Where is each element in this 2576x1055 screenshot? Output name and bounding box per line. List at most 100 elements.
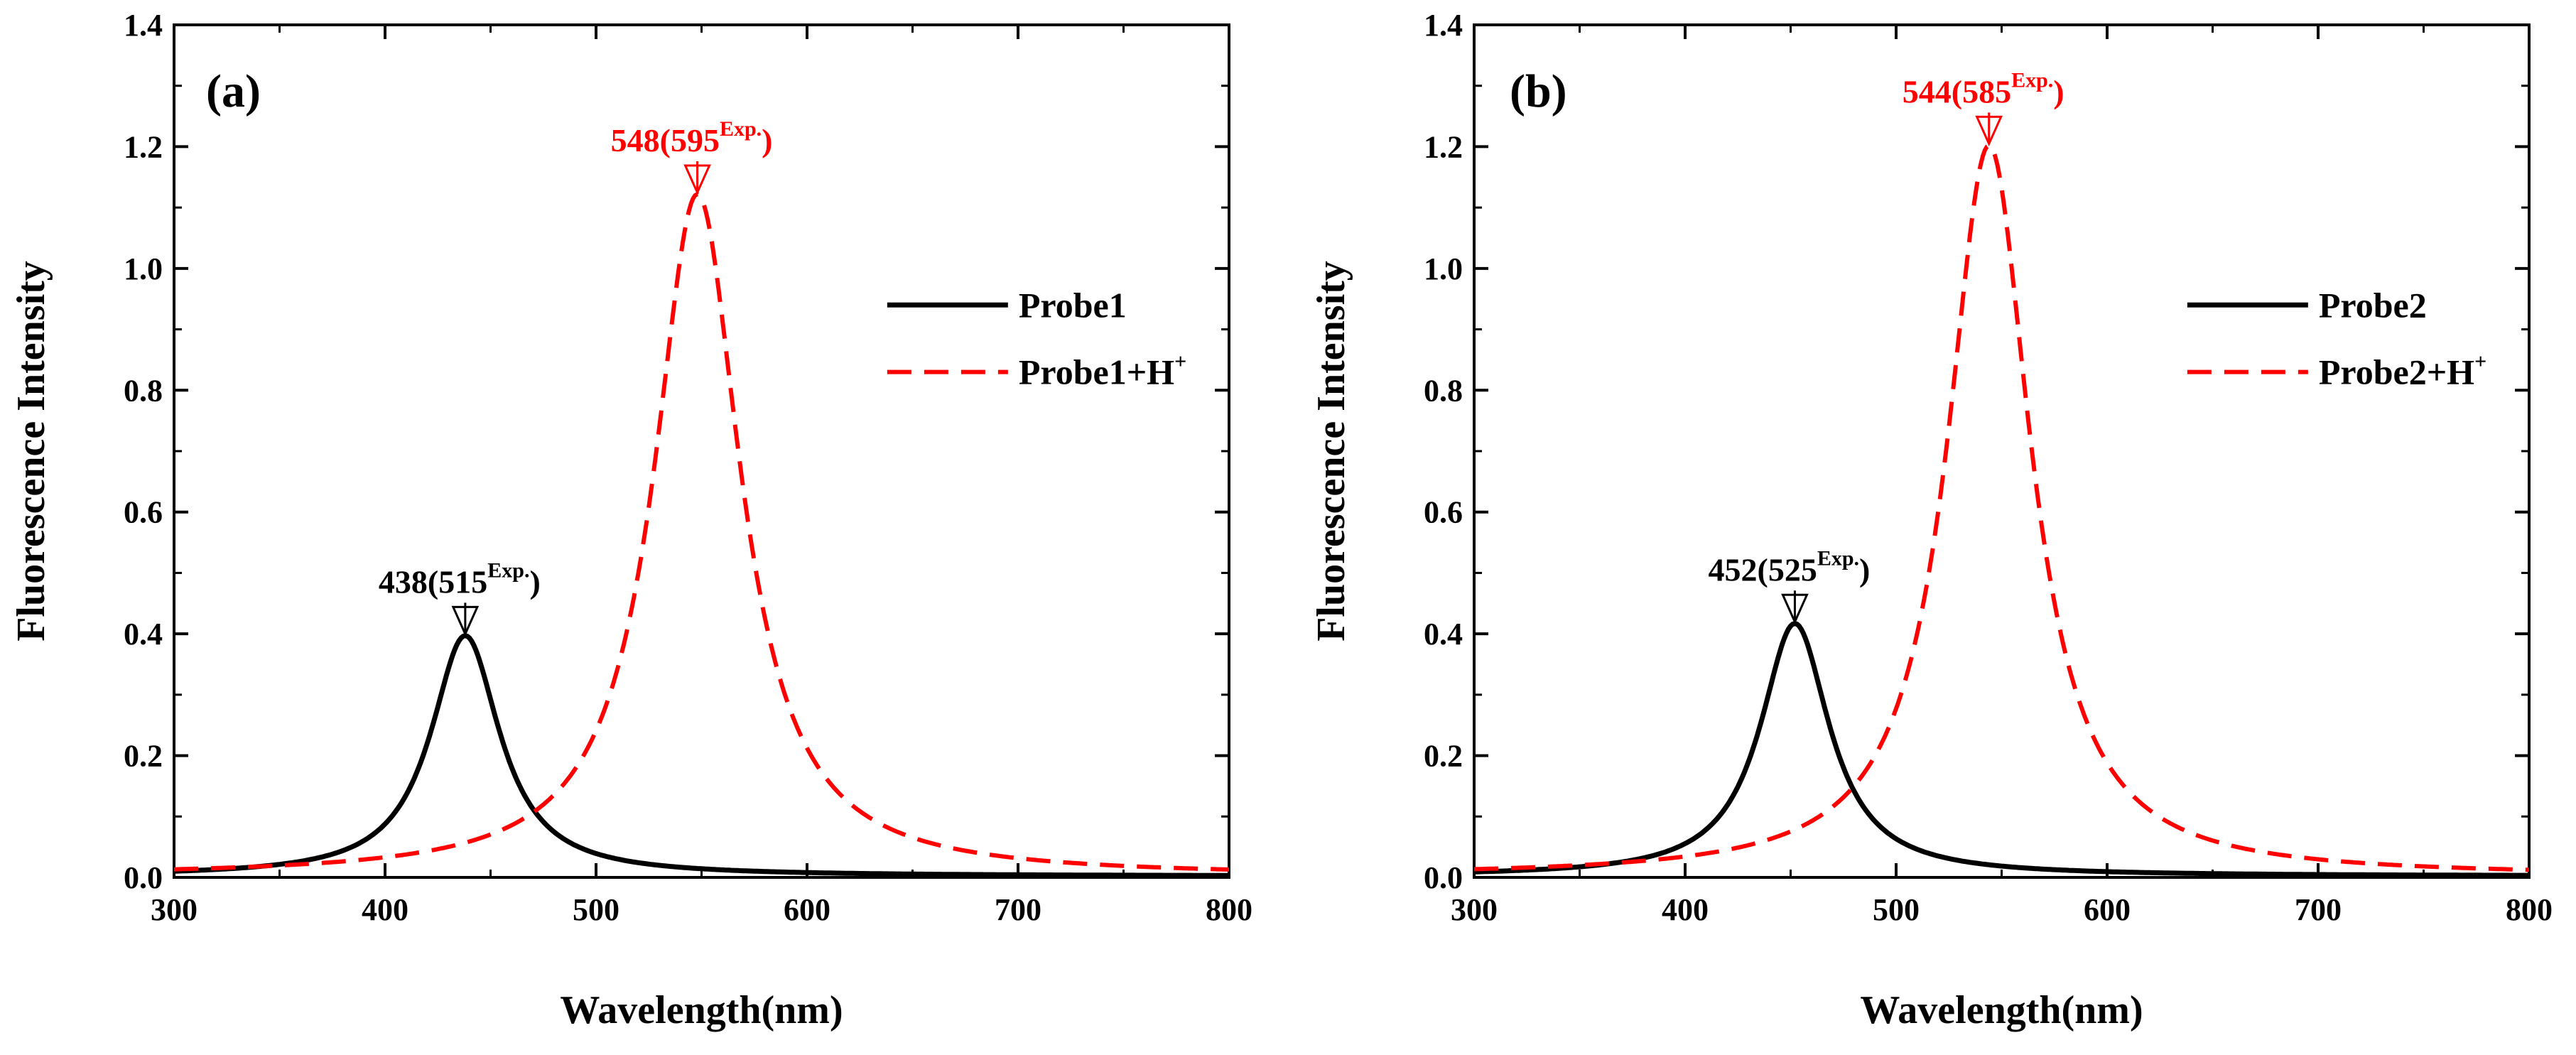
legend-label-sup: + (2474, 350, 2486, 374)
data-point (1017, 873, 1019, 876)
data-point (806, 747, 808, 750)
data-point (2528, 871, 2531, 874)
x-tick-label: 300 (1451, 892, 1498, 927)
data-point (2148, 809, 2150, 812)
y-tick-label: 0.4 (124, 617, 163, 651)
peak-label: 452(525Exp.) (1709, 546, 1871, 588)
peak-label-sup: Exp. (1817, 546, 1859, 570)
y-tick-label: 0.4 (1424, 617, 1463, 651)
data-point (1122, 867, 1125, 870)
data-point (2317, 862, 2320, 865)
peak-label-close: ) (1859, 551, 1870, 588)
series-line-probe2 (1473, 621, 2530, 878)
data-point (2064, 628, 2067, 631)
data-point (637, 864, 639, 867)
peak-label-main: 452(525 (1709, 551, 1817, 588)
legend-label-main: Probe2+H (2319, 352, 2474, 392)
x-tick-label: 700 (2295, 892, 2342, 927)
data-point (616, 669, 619, 672)
data-point (679, 255, 682, 258)
x-tick-label: 400 (362, 892, 408, 927)
data-point (573, 850, 576, 853)
peak-label-close: ) (2053, 73, 2064, 109)
y-tick-label: 0.0 (1424, 860, 1463, 895)
data-point (1642, 865, 1645, 868)
series-line-probe1 (173, 633, 1230, 878)
legend-label-main: Probe2 (2319, 285, 2427, 325)
data-point (911, 839, 914, 842)
y-tick-label: 1.2 (124, 129, 163, 164)
legend-label: Probe2 (2319, 285, 2427, 325)
data-point (1017, 857, 1019, 860)
peak-label-sup: Exp. (2011, 68, 2053, 92)
legend-label-main: Probe1 (1019, 285, 1127, 325)
data-point (1831, 809, 1834, 812)
y-axis-label: Fluorescence Intensity (1309, 261, 1353, 642)
data-point (489, 835, 492, 838)
x-tick-label: 500 (573, 892, 619, 927)
y-axis-label: Fluorescence Intensity (9, 261, 53, 642)
y-tick-label: 0.2 (124, 739, 163, 774)
data-point (2106, 754, 2109, 757)
peak-label-main: 548(595 (611, 122, 720, 158)
data-point (2064, 870, 2067, 872)
data-point (342, 866, 345, 869)
peak-label-main: 544(585 (1903, 73, 2011, 109)
data-point (173, 871, 175, 874)
data-point (2017, 330, 2020, 332)
panel-b: 0.0 0.2 0.4 0.6 0.8 1.0 1.2 1.4 300 400 500 600 700 8… (1309, 8, 2553, 1032)
y-tick-label: 0.6 (124, 495, 163, 530)
peak-label-close: ) (762, 122, 772, 158)
x-axis-label: Wavelength(nm) (560, 988, 843, 1032)
peak-label: 548(595Exp.) (611, 117, 773, 158)
x-tick-label: 600 (2084, 892, 2131, 927)
data-point (1916, 628, 1919, 631)
x-tick-label: 800 (1206, 892, 1252, 927)
peak-arrow-head (1975, 115, 2003, 147)
y-tick-label: 1.2 (1424, 129, 1463, 164)
data-point (1557, 870, 1560, 872)
data-point (257, 870, 260, 872)
data-point (1747, 763, 1750, 766)
data-point (806, 872, 808, 875)
data-point (721, 870, 724, 872)
data-point (713, 255, 715, 258)
data-point (1895, 710, 1898, 713)
y-tick-label: 0.2 (1424, 739, 1463, 774)
y-tick-label: 0.8 (1424, 373, 1463, 408)
data-point (734, 426, 737, 428)
data-point (1515, 870, 1517, 872)
data-point (1840, 763, 1843, 766)
data-point (2401, 874, 2404, 877)
data-point (405, 800, 408, 803)
x-tick-label: 400 (1662, 892, 1709, 927)
data-point (384, 826, 386, 828)
data-point (595, 729, 597, 732)
y-tick-label: 1.4 (124, 8, 163, 43)
data-point (1228, 874, 1230, 877)
data-point (2042, 515, 2045, 518)
data-point (1873, 820, 1876, 823)
data-point (1958, 330, 1961, 332)
y-tick-label: 0.6 (1424, 495, 1463, 530)
x-tick-label: 800 (2506, 892, 2553, 927)
y-tick-label: 0.0 (124, 860, 163, 895)
data-point (1228, 871, 1230, 874)
data-point (573, 772, 576, 775)
data-point (1726, 805, 1728, 808)
peak-label-close: ) (529, 563, 540, 600)
peak-arrow-head (1781, 593, 1809, 624)
legend-label: Probe2+H+ (2319, 350, 2486, 392)
data-point (1916, 850, 1919, 853)
x-tick-label: 500 (1873, 892, 1920, 927)
legend-label: Probe1+H+ (1019, 350, 1186, 392)
data-point (637, 575, 639, 578)
data-point (1122, 874, 1125, 877)
peak-label: 438(515Exp.) (379, 558, 541, 600)
data-point (848, 799, 850, 801)
data-point (1979, 864, 1982, 867)
panel-label: (a) (206, 65, 261, 117)
series-line-probe2-h- (1473, 143, 2529, 872)
legend-label-sup: + (1174, 350, 1186, 374)
